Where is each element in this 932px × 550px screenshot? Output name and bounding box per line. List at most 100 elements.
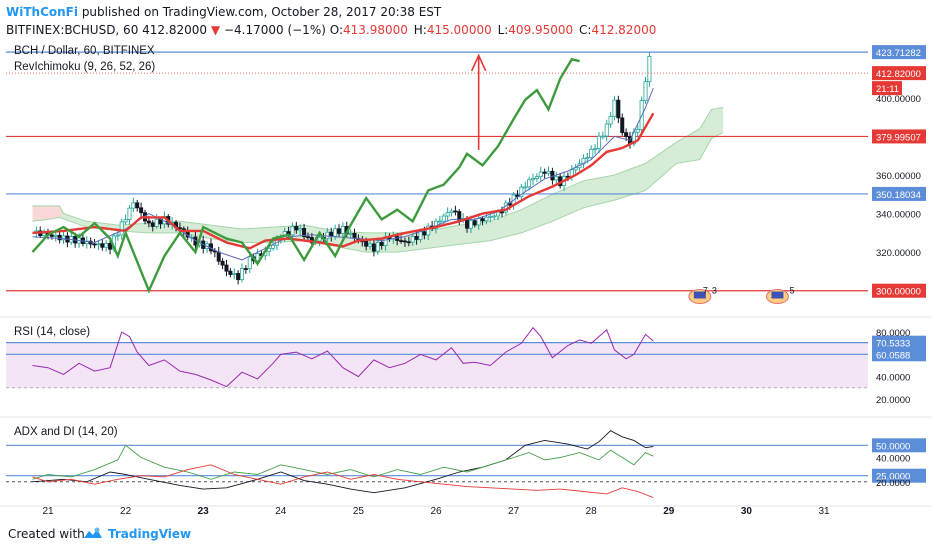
rsi-tick-label: 20.0000 bbox=[876, 395, 910, 406]
candle-body bbox=[554, 176, 559, 181]
countdown-label: 21:11 bbox=[876, 84, 899, 95]
candle-body bbox=[232, 273, 237, 275]
candle-body bbox=[457, 211, 462, 221]
candle-body bbox=[127, 207, 132, 221]
tradingview-logo-icon bbox=[84, 527, 102, 538]
base-line bbox=[32, 112, 655, 250]
candle-body bbox=[139, 207, 144, 214]
published-text: published on TradingView.com, October 28… bbox=[81, 5, 442, 19]
candle-body bbox=[472, 220, 477, 226]
candle-body bbox=[445, 212, 450, 217]
candle-body bbox=[499, 211, 504, 214]
candle-body bbox=[115, 234, 120, 237]
candle-body bbox=[53, 234, 58, 237]
adx-level-label-bg bbox=[872, 468, 926, 483]
candle-body bbox=[239, 268, 244, 281]
y-tick-label: 320.00000 bbox=[876, 248, 921, 259]
candle-body bbox=[224, 264, 229, 272]
candle-body bbox=[476, 218, 481, 226]
rsi-tick-label: 40.0000 bbox=[876, 373, 910, 384]
rsi-level-label-bg bbox=[872, 347, 926, 362]
candle-body bbox=[371, 243, 376, 252]
candle-body bbox=[643, 81, 648, 101]
down-arrow-icon: ▼ bbox=[210, 23, 221, 37]
candle-body bbox=[375, 241, 380, 252]
x-tick-label: 26 bbox=[430, 506, 442, 517]
event-count: 5 bbox=[789, 286, 794, 296]
candle-body bbox=[368, 243, 373, 247]
candle-body bbox=[247, 256, 252, 270]
level-label-bg bbox=[872, 129, 926, 144]
adx-level-label: 25.0000 bbox=[876, 472, 910, 483]
candle-body bbox=[317, 236, 322, 242]
x-tick-label: 30 bbox=[741, 506, 753, 517]
candle-body bbox=[484, 216, 489, 222]
candle-body bbox=[410, 236, 415, 243]
candle-body bbox=[534, 176, 539, 179]
candle-body bbox=[243, 268, 248, 270]
author-name[interactable]: WiThConFi bbox=[6, 5, 78, 19]
candle-body bbox=[123, 219, 128, 223]
y-tick-label: 340.00000 bbox=[876, 210, 921, 221]
candle-body bbox=[414, 236, 419, 240]
indicator-label: RevIchimoku (9, 26, 52, 26) bbox=[14, 61, 155, 73]
candle-body bbox=[418, 231, 423, 240]
cloud-span-a-line bbox=[32, 107, 724, 234]
candle-body bbox=[422, 231, 427, 236]
rsi-line bbox=[32, 326, 654, 388]
candle-body bbox=[364, 241, 369, 247]
up-arrow-head-icon bbox=[470, 53, 487, 72]
candle-body bbox=[593, 148, 598, 150]
candle-body bbox=[228, 270, 233, 275]
candle-body bbox=[216, 251, 221, 262]
candle-body bbox=[635, 129, 640, 133]
x-tick-label: 21 bbox=[42, 506, 54, 517]
candle-body bbox=[449, 210, 454, 214]
rsi-title: RSI (14, close) bbox=[14, 326, 90, 338]
ichimoku-cloud bbox=[32, 107, 724, 253]
publish-info: WiThConFi published on TradingView.com, … bbox=[6, 5, 441, 19]
open-label: O: bbox=[329, 23, 344, 37]
chart-canvas[interactable]: 423.71282 379.99507 350.18034 300.00000 412.… bbox=[0, 40, 932, 518]
x-tick-label: 22 bbox=[120, 506, 132, 517]
candle-body bbox=[453, 210, 458, 213]
candle-body bbox=[546, 170, 551, 174]
chart-header: WiThConFi published on TradingView.com, … bbox=[0, 0, 932, 44]
x-tick-label: 24 bbox=[275, 506, 287, 517]
last-price-label-bg bbox=[872, 66, 926, 81]
ichimoku-cloud-bearish bbox=[32, 205, 64, 222]
candle-body bbox=[399, 240, 404, 242]
flag-icon bbox=[693, 291, 706, 299]
x-tick-label: 28 bbox=[586, 506, 598, 517]
candle-body bbox=[538, 171, 543, 178]
candle-body bbox=[298, 228, 303, 231]
candle-body bbox=[647, 56, 652, 83]
lagging-span bbox=[31, 57, 580, 294]
candle-body bbox=[255, 253, 260, 262]
close-label: C: bbox=[579, 23, 592, 37]
symbol-info: BITFINEX:BCHUSD, 60 412.82000 ▼ −4.17000… bbox=[6, 23, 656, 37]
high-value: 415.00000 bbox=[426, 23, 492, 37]
candle-body bbox=[352, 232, 357, 239]
candle-body bbox=[402, 240, 407, 243]
adx-tick-label: 40.0000 bbox=[876, 453, 910, 464]
level-label: 300.00000 bbox=[876, 287, 921, 298]
adx-title: ADX and DI (14, 20) bbox=[14, 426, 118, 438]
candle-body bbox=[220, 260, 225, 266]
y-tick-label: 400.00000 bbox=[876, 94, 921, 105]
candle-body bbox=[608, 116, 613, 125]
level-label: 423.71282 bbox=[876, 48, 921, 59]
rsi-level-label: 70.5333 bbox=[876, 339, 910, 350]
candle-body bbox=[61, 235, 66, 241]
candle-body bbox=[624, 132, 629, 137]
candle-body bbox=[604, 123, 609, 137]
x-tick-label: 31 bbox=[818, 506, 830, 517]
tradingview-brand[interactable]: TradingView bbox=[108, 527, 192, 541]
candle-body bbox=[135, 202, 140, 209]
candle-body bbox=[333, 228, 338, 237]
candle-body bbox=[336, 228, 341, 234]
close-value: 412.82000 bbox=[591, 23, 657, 37]
candle-body bbox=[92, 243, 97, 246]
candle-body bbox=[146, 220, 151, 224]
level-label: 379.99507 bbox=[876, 132, 921, 143]
